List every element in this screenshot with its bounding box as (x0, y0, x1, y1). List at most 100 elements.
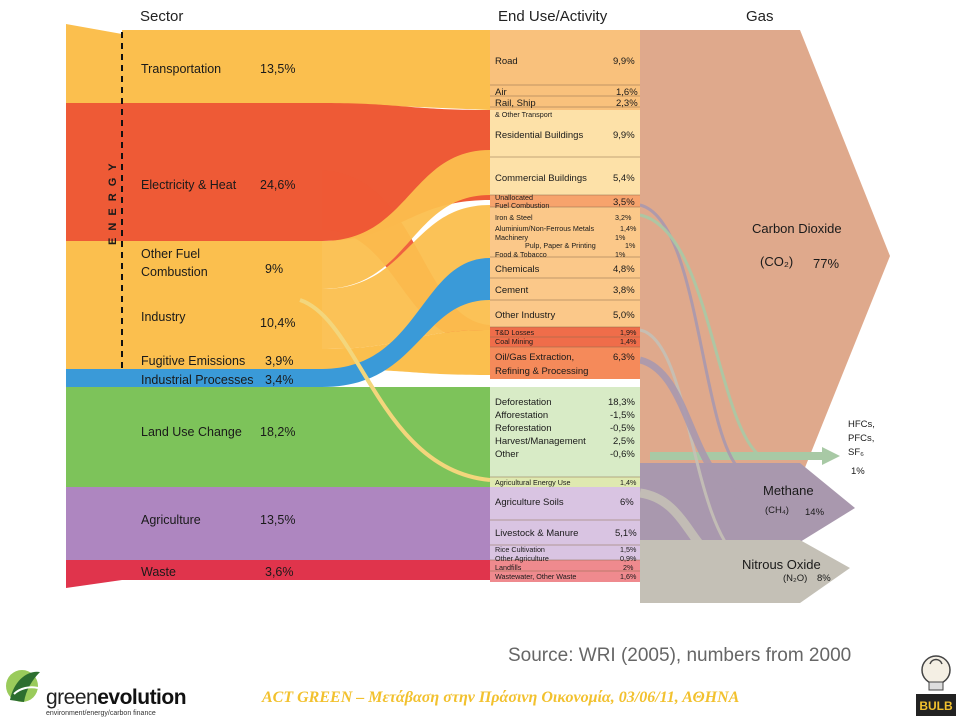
logo-wordmark: greenevolution (46, 686, 187, 710)
sector-fuel (66, 241, 122, 289)
eu-agri-energy (490, 477, 640, 487)
eu-label: Landfills (495, 563, 522, 572)
eu-label: Road (495, 56, 518, 67)
energy-label: E N E R G Y (107, 161, 119, 245)
eu-value: 1,4% (620, 224, 637, 233)
sector-label-electricity: Electricity & Heat (141, 178, 237, 192)
gas-ch4-name: Methane (763, 483, 814, 498)
gas-hfc-line3: SF₆ (848, 447, 864, 458)
eu-label: Rice Cultivation (495, 545, 545, 554)
sector-label-agriculture: Agriculture (141, 513, 201, 527)
eu-label: Chemicals (495, 264, 540, 275)
panel-processes (122, 369, 322, 387)
flow-waste (322, 560, 490, 580)
eu-label: Agricultural Energy Use (495, 478, 571, 487)
end-use-labels: Road 9,9% Air 1,6% Rail, Ship 2,3% & Oth… (495, 56, 638, 581)
panel-transport (122, 30, 322, 103)
eu-value: 2,3% (616, 98, 638, 109)
sector-transport (66, 24, 122, 103)
eu-label: Aluminium/Non-Ferrous Metals (495, 224, 594, 233)
bulb-logo-text: BULB (919, 699, 953, 713)
gas-hfc-value: 1% (851, 466, 865, 477)
eu-value: 1,6% (616, 87, 638, 98)
eu-value: 9,9% (613, 56, 635, 67)
bulb-logo-icon: BULB (916, 655, 956, 716)
eu-value: 1% (615, 233, 626, 242)
eu-value: -0,6% (610, 449, 635, 460)
eu-label: Wastewater, Other Waste (495, 572, 576, 581)
eu-label: T&D Losses (495, 328, 535, 337)
eu-value: 4,8% (613, 264, 635, 275)
eu-value: 18,3% (608, 397, 635, 408)
flow-oilgas-to-ch4 (638, 356, 742, 499)
eu-value: 3,8% (613, 285, 635, 296)
header-sector: Sector (140, 8, 183, 25)
sector-industry (66, 289, 122, 349)
eu-unallocated (490, 195, 640, 207)
ch4-arrow (640, 463, 855, 542)
sector-label-processes: Industrial Processes (141, 373, 254, 387)
greenevolution-logo-icon (6, 670, 40, 702)
eu-label: Pulp, Paper & Printing (525, 241, 596, 250)
eu-label: & Other Transport (495, 110, 552, 119)
sector-label-fugitive: Fugitive Emissions (141, 354, 245, 368)
eu-label: Agriculture Soils (495, 497, 564, 508)
sector-label-landuse: Land Use Change (141, 425, 242, 439)
gas-n2o-name: Nitrous Oxide (742, 557, 821, 572)
sector-landuse (66, 387, 122, 487)
sector-value-processes: 3,4% (265, 373, 294, 387)
eu-label: Food & Tobacco (495, 250, 547, 259)
gas-co2-formula: (CO₂) (760, 254, 793, 269)
panel-fuel (122, 241, 322, 289)
panel-electricity (122, 103, 322, 241)
header-end-use: End Use/Activity (498, 8, 608, 25)
eu-label: Iron & Steel (495, 213, 533, 222)
eu-value: 1,5% (620, 545, 637, 554)
panel-landuse (122, 387, 322, 487)
eu-value: 1,9% (620, 328, 637, 337)
sector-value-waste: 3,6% (265, 565, 294, 579)
eu-label: Residential Buildings (495, 130, 583, 141)
source-note: Source: WRI (2005), numbers from 2000 (508, 645, 851, 666)
gas-ch4-value: 14% (805, 507, 825, 518)
sector-value-transportation: 13,5% (260, 62, 295, 76)
sector-label-waste: Waste (141, 565, 176, 579)
gas-ch4-formula: (CH₄) (765, 505, 789, 516)
eu-label: Deforestation (495, 397, 552, 408)
eu-buildings (490, 110, 640, 195)
eu-label: Oil/Gas Extraction, (495, 352, 574, 363)
gas-co2-value: 77% (813, 256, 839, 271)
co2-arrow (640, 30, 890, 480)
logo-green: green (46, 686, 98, 709)
footer-caption: ACT GREEN – Μετάβαση στην Πράσινη Οικονο… (262, 689, 740, 706)
end-use-separators (490, 84, 640, 572)
eu-value: 1,6% (620, 572, 637, 581)
panel-agriculture (122, 487, 322, 560)
flow-fuel-buildings (322, 150, 490, 289)
sector-value-landuse: 18,2% (260, 425, 295, 439)
gas-n2o-value: 8% (817, 573, 831, 584)
eu-label: Air (495, 87, 507, 98)
flow-agri-energy (299, 298, 491, 482)
eu-label: Cement (495, 285, 529, 296)
flow-processes (322, 258, 490, 387)
eu-value: 1,4% (620, 337, 637, 346)
eu-label: Afforestation (495, 410, 548, 421)
eu-agriculture (490, 487, 640, 560)
eu-industry (490, 207, 640, 327)
sector-value-electricity: 24,6% (260, 178, 295, 192)
logo-tagline: environment/energy/carbon finance (46, 710, 156, 717)
sector-value-fuel: 9% (265, 262, 283, 276)
flow-agri-to-n2o (639, 488, 742, 580)
eu-value: 5,0% (613, 310, 635, 321)
eu-transport (490, 30, 640, 110)
flow-transport (322, 30, 490, 110)
sector-value-industry: 10,4% (260, 316, 295, 330)
eu-label: Other Agriculture (495, 554, 549, 563)
eu-value: 1% (615, 250, 626, 259)
eu-label: Commercial Buildings (495, 173, 587, 184)
eu-value: 6,3% (613, 352, 635, 363)
panel-fugitive (122, 349, 322, 369)
eu-label: Harvest/Management (495, 436, 586, 447)
gas-hfc-line2: PFCs, (848, 433, 874, 444)
